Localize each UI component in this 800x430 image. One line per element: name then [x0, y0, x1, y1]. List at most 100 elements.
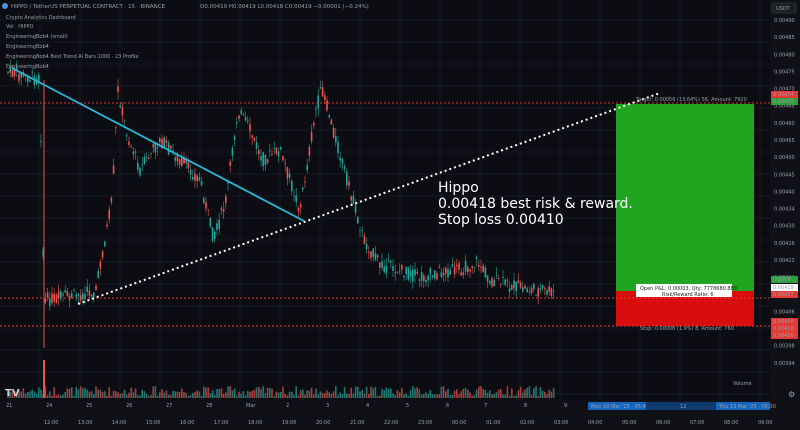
volume-bar: [156, 395, 159, 398]
ascending-dotted-line[interactable]: [77, 92, 661, 305]
candle-body: [348, 181, 350, 187]
candle-body: [269, 150, 271, 152]
volume-bar: [308, 390, 311, 398]
volume-bar: [337, 395, 339, 398]
volume-bar: [297, 395, 300, 398]
symbol-icon: [2, 3, 8, 9]
volume-bar: [64, 391, 66, 398]
candle-body: [205, 202, 207, 209]
volume-bar: [233, 388, 236, 398]
candle-body: [431, 275, 434, 278]
volume-bar: [392, 393, 394, 398]
price-badge-label: 0.00410: [773, 326, 794, 332]
candle-body: [211, 227, 214, 241]
indicator-4[interactable]: EngineeringBob4: [6, 44, 49, 50]
time-range-start-box[interactable]: [588, 402, 646, 410]
volume-bar: [508, 395, 511, 398]
settings-icon[interactable]: ⚙: [788, 390, 795, 399]
candle-body: [181, 157, 183, 166]
volume-bar: [240, 393, 242, 398]
volume-bar: [192, 392, 194, 398]
hour-tick: 21:00: [350, 420, 364, 426]
volume-bars: [7, 360, 555, 398]
indicator-1[interactable]: Crypto Analytics Dashboard: [6, 15, 76, 21]
volume-bar: [493, 394, 495, 398]
candle-body: [517, 280, 520, 284]
candle-body: [178, 159, 181, 165]
candle-body: [332, 127, 335, 138]
candle-body: [489, 281, 491, 284]
volume-bar: [207, 387, 209, 398]
volume-bar: [438, 394, 440, 398]
volume-bar: [38, 387, 40, 398]
volume-bar: [440, 386, 443, 398]
volume-bar: [9, 391, 11, 398]
candle-body: [372, 248, 374, 257]
indicator-6[interactable]: EngineeringBob4: [6, 64, 49, 70]
volume-bar: [68, 388, 71, 398]
candle-body: [506, 279, 509, 281]
hour-tick: 09:00: [758, 420, 772, 426]
volume-bar: [130, 387, 132, 398]
volume-bar: [453, 390, 456, 398]
price-tick: 0.00475: [774, 69, 795, 75]
volume-bar: [456, 389, 458, 398]
price-axis[interactable]: [770, 0, 800, 430]
volume-bar: [475, 389, 478, 398]
candle-body: [143, 157, 146, 164]
volume-bar: [13, 391, 16, 398]
candle-body: [174, 157, 176, 161]
volume-bar: [396, 390, 399, 398]
volume-bar: [328, 392, 330, 398]
candle-series: [7, 59, 555, 348]
hour-tick: 12:00: [44, 420, 58, 426]
volume-bar: [293, 395, 295, 398]
volume-bar: [330, 393, 333, 398]
candle-body: [530, 288, 533, 293]
time-range-end-box[interactable]: [716, 402, 770, 410]
candle-body: [11, 70, 14, 78]
symbol-title[interactable]: HIPPO / TetherUS PERPETUAL CONTRACT · 15…: [11, 4, 166, 10]
volume-bar: [541, 390, 544, 398]
volume-bar: [44, 386, 47, 398]
volume-bar: [189, 395, 192, 398]
descending-trendline[interactable]: [11, 67, 305, 222]
volume-bar: [121, 393, 124, 398]
candle-body: [196, 175, 198, 182]
volume-bar: [185, 392, 187, 398]
volume-bar: [363, 393, 366, 398]
candle-body: [66, 291, 69, 297]
volume-bar: [546, 394, 548, 398]
candle-body: [423, 275, 425, 281]
hour-tick: 19:00: [282, 420, 296, 426]
volume-bar: [420, 394, 423, 398]
indicator-3[interactable]: EngineeringBob4 (small): [6, 34, 68, 40]
volume-bar: [88, 391, 91, 398]
volume-bar: [445, 391, 447, 398]
target-zone[interactable]: [616, 104, 754, 291]
candle-body: [392, 266, 394, 271]
volume-bar: [46, 395, 49, 398]
volume-bar: [187, 395, 190, 398]
price-tick: 0.00434: [774, 207, 795, 213]
volume-bar: [174, 391, 176, 398]
candle-body: [352, 195, 355, 204]
volume-bar: [431, 394, 434, 398]
candle-body: [405, 266, 407, 274]
candle-body: [460, 272, 462, 276]
volume-bar: [143, 391, 146, 398]
candle-body: [233, 136, 236, 140]
day-tick: 6: [446, 403, 449, 409]
candle-body: [244, 117, 247, 121]
currency-box[interactable]: [771, 2, 797, 14]
volume-bar: [313, 394, 315, 398]
volume-bar: [539, 387, 542, 398]
candle-body: [119, 105, 121, 108]
price-badge: [771, 91, 798, 98]
indicator-2[interactable]: Vol · HIPPO: [6, 24, 34, 30]
hour-tick: 08:00: [724, 420, 738, 426]
volume-bar: [346, 393, 348, 398]
candle-body: [478, 264, 480, 267]
indicator-5[interactable]: EngineeringBob4 Best Trend Ai Bars 1000 …: [6, 54, 139, 60]
